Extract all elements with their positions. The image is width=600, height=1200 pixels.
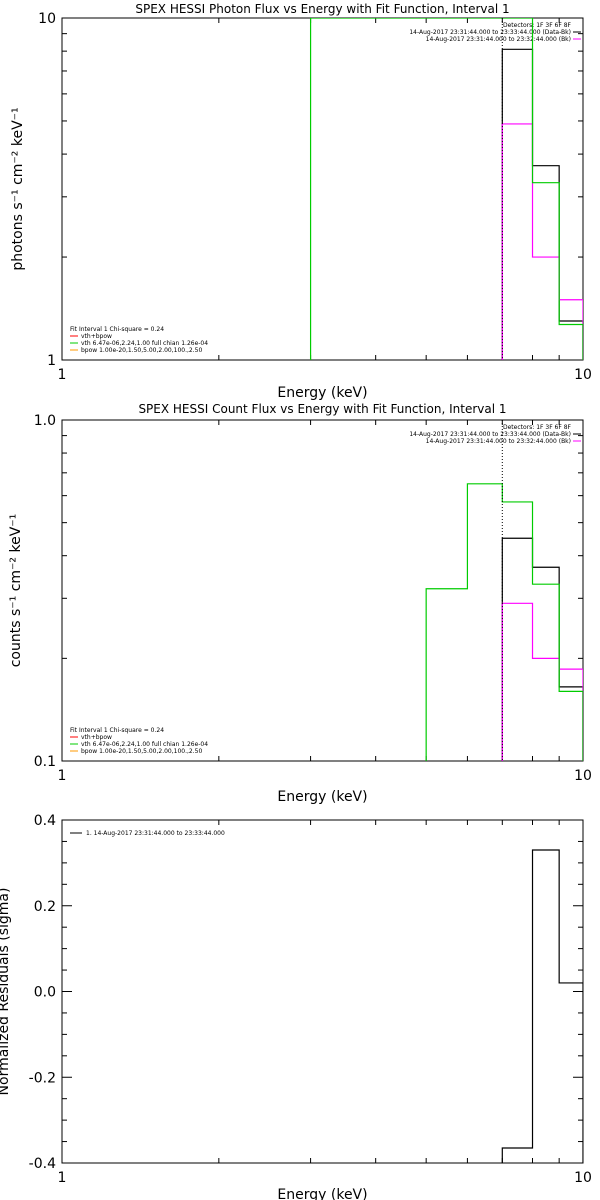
legend-label: 1. 14-Aug-2017 23:31:44.000 to 23:33:44.… [86, 830, 225, 837]
y-tick-label: 0.0 [34, 985, 56, 1001]
fit-info-line: Fit Interval 1 Chi-square = 0.24 [70, 727, 164, 734]
y-tick-label: 1 [47, 353, 56, 369]
info-line: 14-Aug-2017 23:31:44.000 to 23:32:44.000… [426, 36, 571, 43]
chart-title: SPEX HESSI Photon Flux vs Energy with Fi… [135, 2, 509, 16]
plot-frame [61, 819, 584, 1164]
series-group [425, 483, 583, 761]
info-line: 14-Aug-2017 23:31:44.000 to 23:33:44.000… [409, 29, 571, 36]
x-tick-label: 10 [574, 768, 592, 784]
info-line: Detectors: 1F 3F 6F 8F [503, 22, 572, 29]
chart-panel-1: 1 10 1 10 SPEX HESSI Photon Flux vs Energy w… [10, 2, 592, 401]
x-tick-label: 1 [58, 367, 67, 383]
series-group [309, 18, 583, 360]
x-tick-label: 1 [58, 1170, 67, 1186]
plot-frame [61, 17, 584, 361]
fit-info-line: vth 6.47e-06,2.24,1.00 full chian 1.26e-… [81, 741, 208, 748]
info-line: Detectors: 1F 3F 6F 8F [503, 424, 572, 431]
fit-info-line: vth+bpow [81, 734, 112, 741]
fit-info-line: vth 6.47e-06,2.24,1.00 full chian 1.26e-… [81, 340, 208, 347]
chart-title: SPEX HESSI Count Flux vs Energy with Fit… [138, 402, 506, 416]
chart-panel-3: 1 10 -0.4 -0.2 0.0 0.2 0.4 Energy (keV) Normaliz… [0, 813, 592, 1200]
x-axis-label: Energy (keV) [277, 385, 367, 401]
chart-panel-2: 1 10 0.1 1.0 SPEX HESSI Count Flux vs Energy… [8, 402, 592, 805]
y-tick-label: -0.4 [29, 1156, 56, 1172]
y-tick-label: 10 [38, 11, 56, 27]
y-tick-label: 1.0 [34, 413, 56, 429]
y-axis-label: Normalized Residuals (sigma) [0, 888, 12, 1096]
fit-info-line: vth+bpow [81, 333, 112, 340]
fit-info-line: Fit Interval 1 Chi-square = 0.24 [70, 326, 164, 333]
series-line-2 [501, 602, 583, 761]
y-axis-label: photons s⁻¹ cm⁻² keV⁻¹ [10, 107, 26, 270]
y-tick-label: 0.4 [34, 813, 56, 829]
x-tick-label: 10 [574, 367, 592, 383]
series-line-3 [425, 483, 583, 761]
fit-info-line: bpow 1.00e-20,1.50,5.00,2.00,100.,2.50 [81, 347, 202, 354]
y-tick-label: 0.1 [34, 754, 56, 770]
series-line-3 [309, 18, 583, 360]
y-tick-label: -0.2 [29, 1070, 56, 1086]
series-group [501, 849, 583, 1163]
plot-frame [61, 419, 584, 762]
x-axis-label: Energy (keV) [277, 1187, 367, 1200]
info-line: 14-Aug-2017 23:31:44.000 to 23:32:44.000… [426, 438, 571, 445]
series-line-2 [501, 123, 583, 360]
series-line-1 [501, 537, 583, 761]
y-axis-label: counts s⁻¹ cm⁻² keV⁻¹ [8, 514, 24, 668]
fit-info-line: bpow 1.00e-20,1.50,5.00,2.00,100.,2.50 [81, 748, 202, 755]
info-line: 14-Aug-2017 23:31:44.000 to 23:33:44.000… [409, 431, 571, 438]
x-tick-label: 1 [58, 768, 67, 784]
x-axis-label: Energy (keV) [277, 789, 367, 805]
series-line-1 [501, 849, 583, 1163]
x-tick-label: 10 [574, 1170, 592, 1186]
series-line-1 [501, 48, 583, 360]
y-tick-label: 0.2 [34, 899, 56, 915]
